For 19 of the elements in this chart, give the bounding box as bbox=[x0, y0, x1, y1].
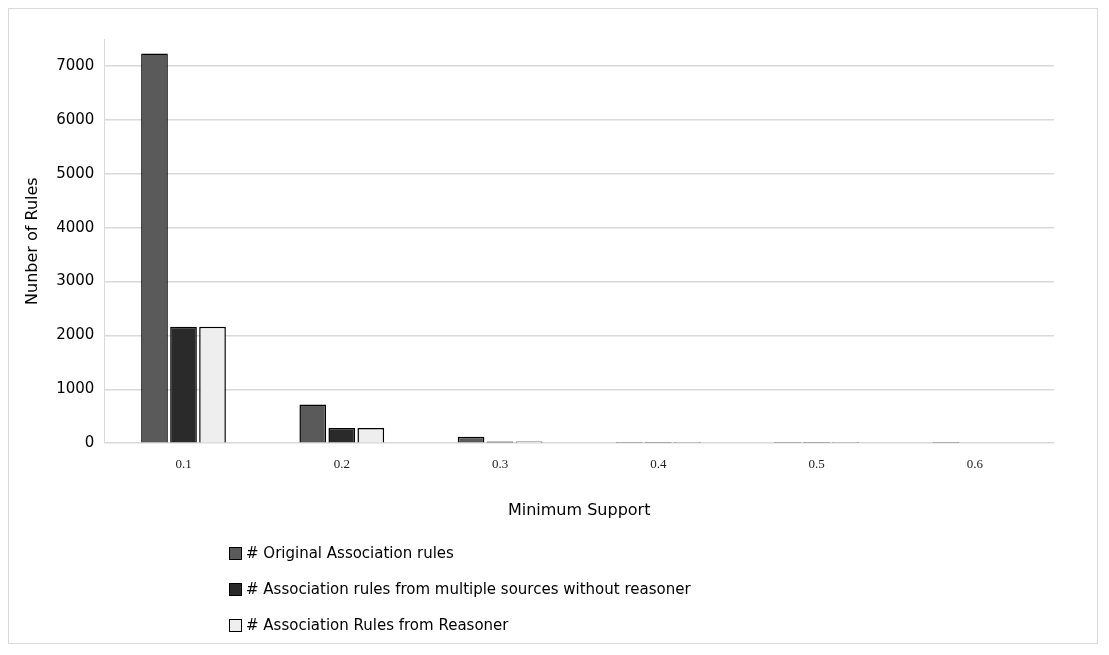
y-tick-label: 1000 bbox=[56, 379, 95, 398]
x-tick-label: 0.2 bbox=[333, 456, 350, 472]
legend-label: # Association Rules from Reasoner bbox=[246, 616, 509, 634]
x-tick-label: 0.5 bbox=[808, 456, 825, 472]
y-tick-label: 3000 bbox=[56, 271, 95, 290]
y-tick-label: 0 bbox=[84, 433, 95, 452]
x-tick-label: 0.4 bbox=[650, 456, 667, 472]
x-tick-label: 0.3 bbox=[491, 456, 509, 472]
y-tick-label: 2000 bbox=[56, 325, 95, 344]
y-tick-label: 6000 bbox=[56, 109, 95, 128]
legend-label: # Association rules from multiple sources without reasoner bbox=[246, 580, 691, 598]
x-tick-label: 0.6 bbox=[966, 456, 984, 472]
y-tick-label: 4000 bbox=[56, 217, 95, 236]
x-tick-label: 0.1 bbox=[175, 456, 192, 472]
y-tick-label: 5000 bbox=[56, 163, 95, 182]
x-axis-title: Minimum Support bbox=[507, 499, 651, 519]
y-axis-title: Nunber of Rules bbox=[21, 177, 41, 305]
y-tick-label: 7000 bbox=[56, 55, 95, 74]
legend-label: # Original Association rules bbox=[246, 544, 454, 562]
